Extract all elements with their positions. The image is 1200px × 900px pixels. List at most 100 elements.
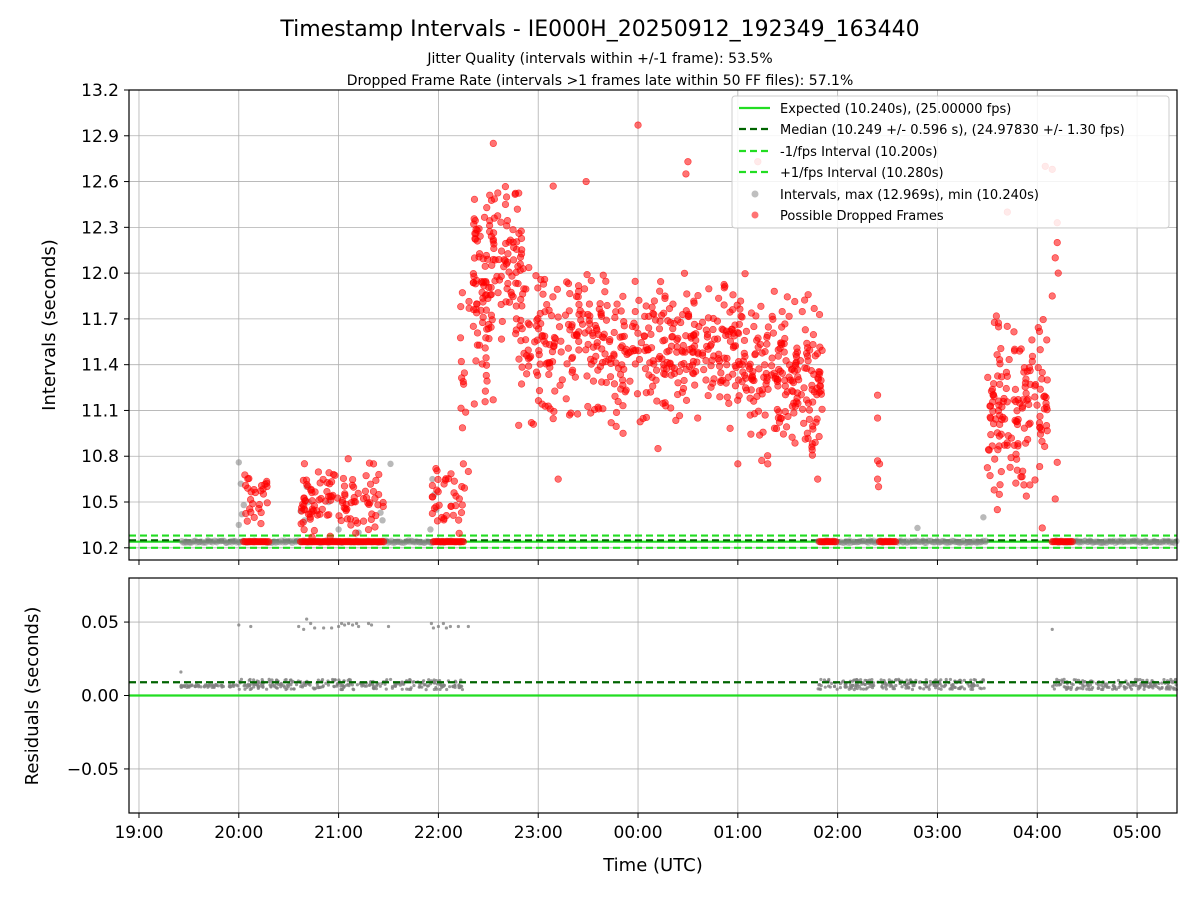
dropped-frame-point	[767, 362, 776, 370]
dropped-frame-point	[1011, 416, 1019, 424]
residual-point	[1062, 677, 1066, 681]
interval-point	[1169, 538, 1176, 545]
residual-point	[388, 677, 393, 682]
interval-point	[1142, 537, 1149, 545]
dropped-frame-point	[469, 279, 478, 287]
interval-point	[899, 539, 906, 546]
dropped-frame-point	[310, 501, 318, 510]
dropped-frame-point	[1010, 396, 1018, 404]
dropped-frame-point	[655, 355, 663, 363]
interval-point	[904, 539, 911, 546]
dropped-frame-point	[649, 382, 657, 390]
interval-point	[1169, 539, 1177, 546]
dropped-frame-point	[1042, 403, 1051, 411]
residual-point	[1165, 685, 1169, 689]
dropped-frame-point	[500, 256, 508, 264]
residual-point	[429, 621, 434, 626]
interval-point	[1081, 537, 1088, 545]
interval-point	[934, 538, 942, 546]
dropped-frame-point	[1054, 269, 1062, 277]
residual-point	[1081, 684, 1085, 688]
interval-point	[399, 539, 406, 546]
residual-point	[1151, 686, 1155, 690]
dropped-frame-point	[626, 377, 634, 385]
dropped-frame-point	[804, 291, 812, 299]
dropped-frame-point	[731, 321, 739, 329]
x-tick-label: 03:00	[913, 823, 962, 843]
residual-point	[979, 687, 984, 691]
dropped-frame-point	[602, 358, 610, 366]
dropped-frame-point	[1003, 439, 1011, 447]
dropped-frame-point	[782, 423, 791, 431]
dropped-frame-point	[741, 270, 749, 278]
interval-point	[850, 538, 858, 546]
interval-point	[179, 539, 187, 546]
residual-point	[256, 684, 260, 688]
dropped-frame-point	[789, 388, 797, 396]
residual-point	[1160, 685, 1164, 690]
dropped-frame-point	[993, 429, 1001, 437]
dropped-frame-point	[750, 322, 758, 331]
interval-point	[1097, 539, 1105, 546]
interval-point	[415, 538, 422, 546]
residual-point	[219, 683, 223, 687]
residual-point	[193, 684, 197, 688]
residual-point	[267, 680, 271, 684]
residual-point	[829, 681, 834, 685]
dropped-frame-point	[811, 352, 819, 360]
dropped-frame-point	[564, 320, 573, 329]
intervals-y-tick-label: 11.7	[81, 310, 119, 330]
residual-point	[1170, 681, 1175, 685]
residual-point	[1156, 685, 1160, 690]
dropped-frame-point	[996, 380, 1004, 388]
residual-point	[260, 677, 264, 682]
residual-point	[823, 685, 827, 689]
residual-point	[868, 685, 872, 689]
dropped-frame-point	[873, 475, 882, 483]
dropped-frame-point	[694, 414, 702, 422]
residual-point	[347, 677, 351, 682]
interval-point	[841, 539, 848, 546]
dropped-frame-point	[433, 486, 441, 494]
dropped-frame-point	[1014, 442, 1022, 450]
dropped-frame-point	[517, 380, 526, 388]
dropped-frame-point	[549, 293, 557, 301]
chart-subtitle-dropped: Dropped Frame Rate (intervals >1 frames …	[347, 73, 854, 89]
dropped-frame-point	[379, 538, 388, 546]
dropped-frame-point	[506, 236, 515, 244]
dropped-frame-point	[244, 475, 252, 483]
interval-point	[1134, 538, 1142, 546]
interval-point	[1124, 538, 1132, 545]
residual-point	[418, 683, 422, 687]
dropped-frame-point	[808, 451, 816, 459]
residual-point	[332, 678, 336, 682]
dropped-frame-point	[669, 325, 677, 333]
interval-point	[181, 539, 188, 546]
dropped-frame-point	[602, 378, 610, 387]
dropped-frame-point	[803, 352, 812, 360]
dropped-frame-point	[874, 483, 883, 491]
dropped-frame-point	[733, 301, 741, 309]
interval-point	[929, 538, 936, 546]
dropped-frame-point	[550, 333, 558, 342]
dropped-frame-point	[458, 501, 466, 509]
dropped-frame-point	[512, 330, 520, 338]
residual-point	[285, 686, 289, 691]
interval-point	[408, 537, 415, 545]
interval-point	[427, 526, 434, 533]
dropped-frame-point	[809, 425, 817, 433]
dropped-frame-point	[491, 277, 499, 285]
interval-point	[902, 537, 909, 545]
dropped-frame-point	[997, 468, 1005, 476]
dropped-frame-point	[494, 189, 502, 197]
interval-point	[418, 539, 426, 546]
residual-point	[234, 683, 238, 687]
interval-point	[201, 539, 208, 546]
dropped-frame-point	[328, 478, 336, 486]
dropped-frame-point	[779, 430, 788, 438]
interval-point	[862, 538, 869, 545]
residual-point	[1078, 686, 1082, 690]
chart-subtitle-jitter: Jitter Quality (intervals within +/-1 fr…	[426, 51, 772, 67]
dropped-frame-point	[683, 290, 691, 298]
dropped-frame-point	[503, 216, 512, 225]
